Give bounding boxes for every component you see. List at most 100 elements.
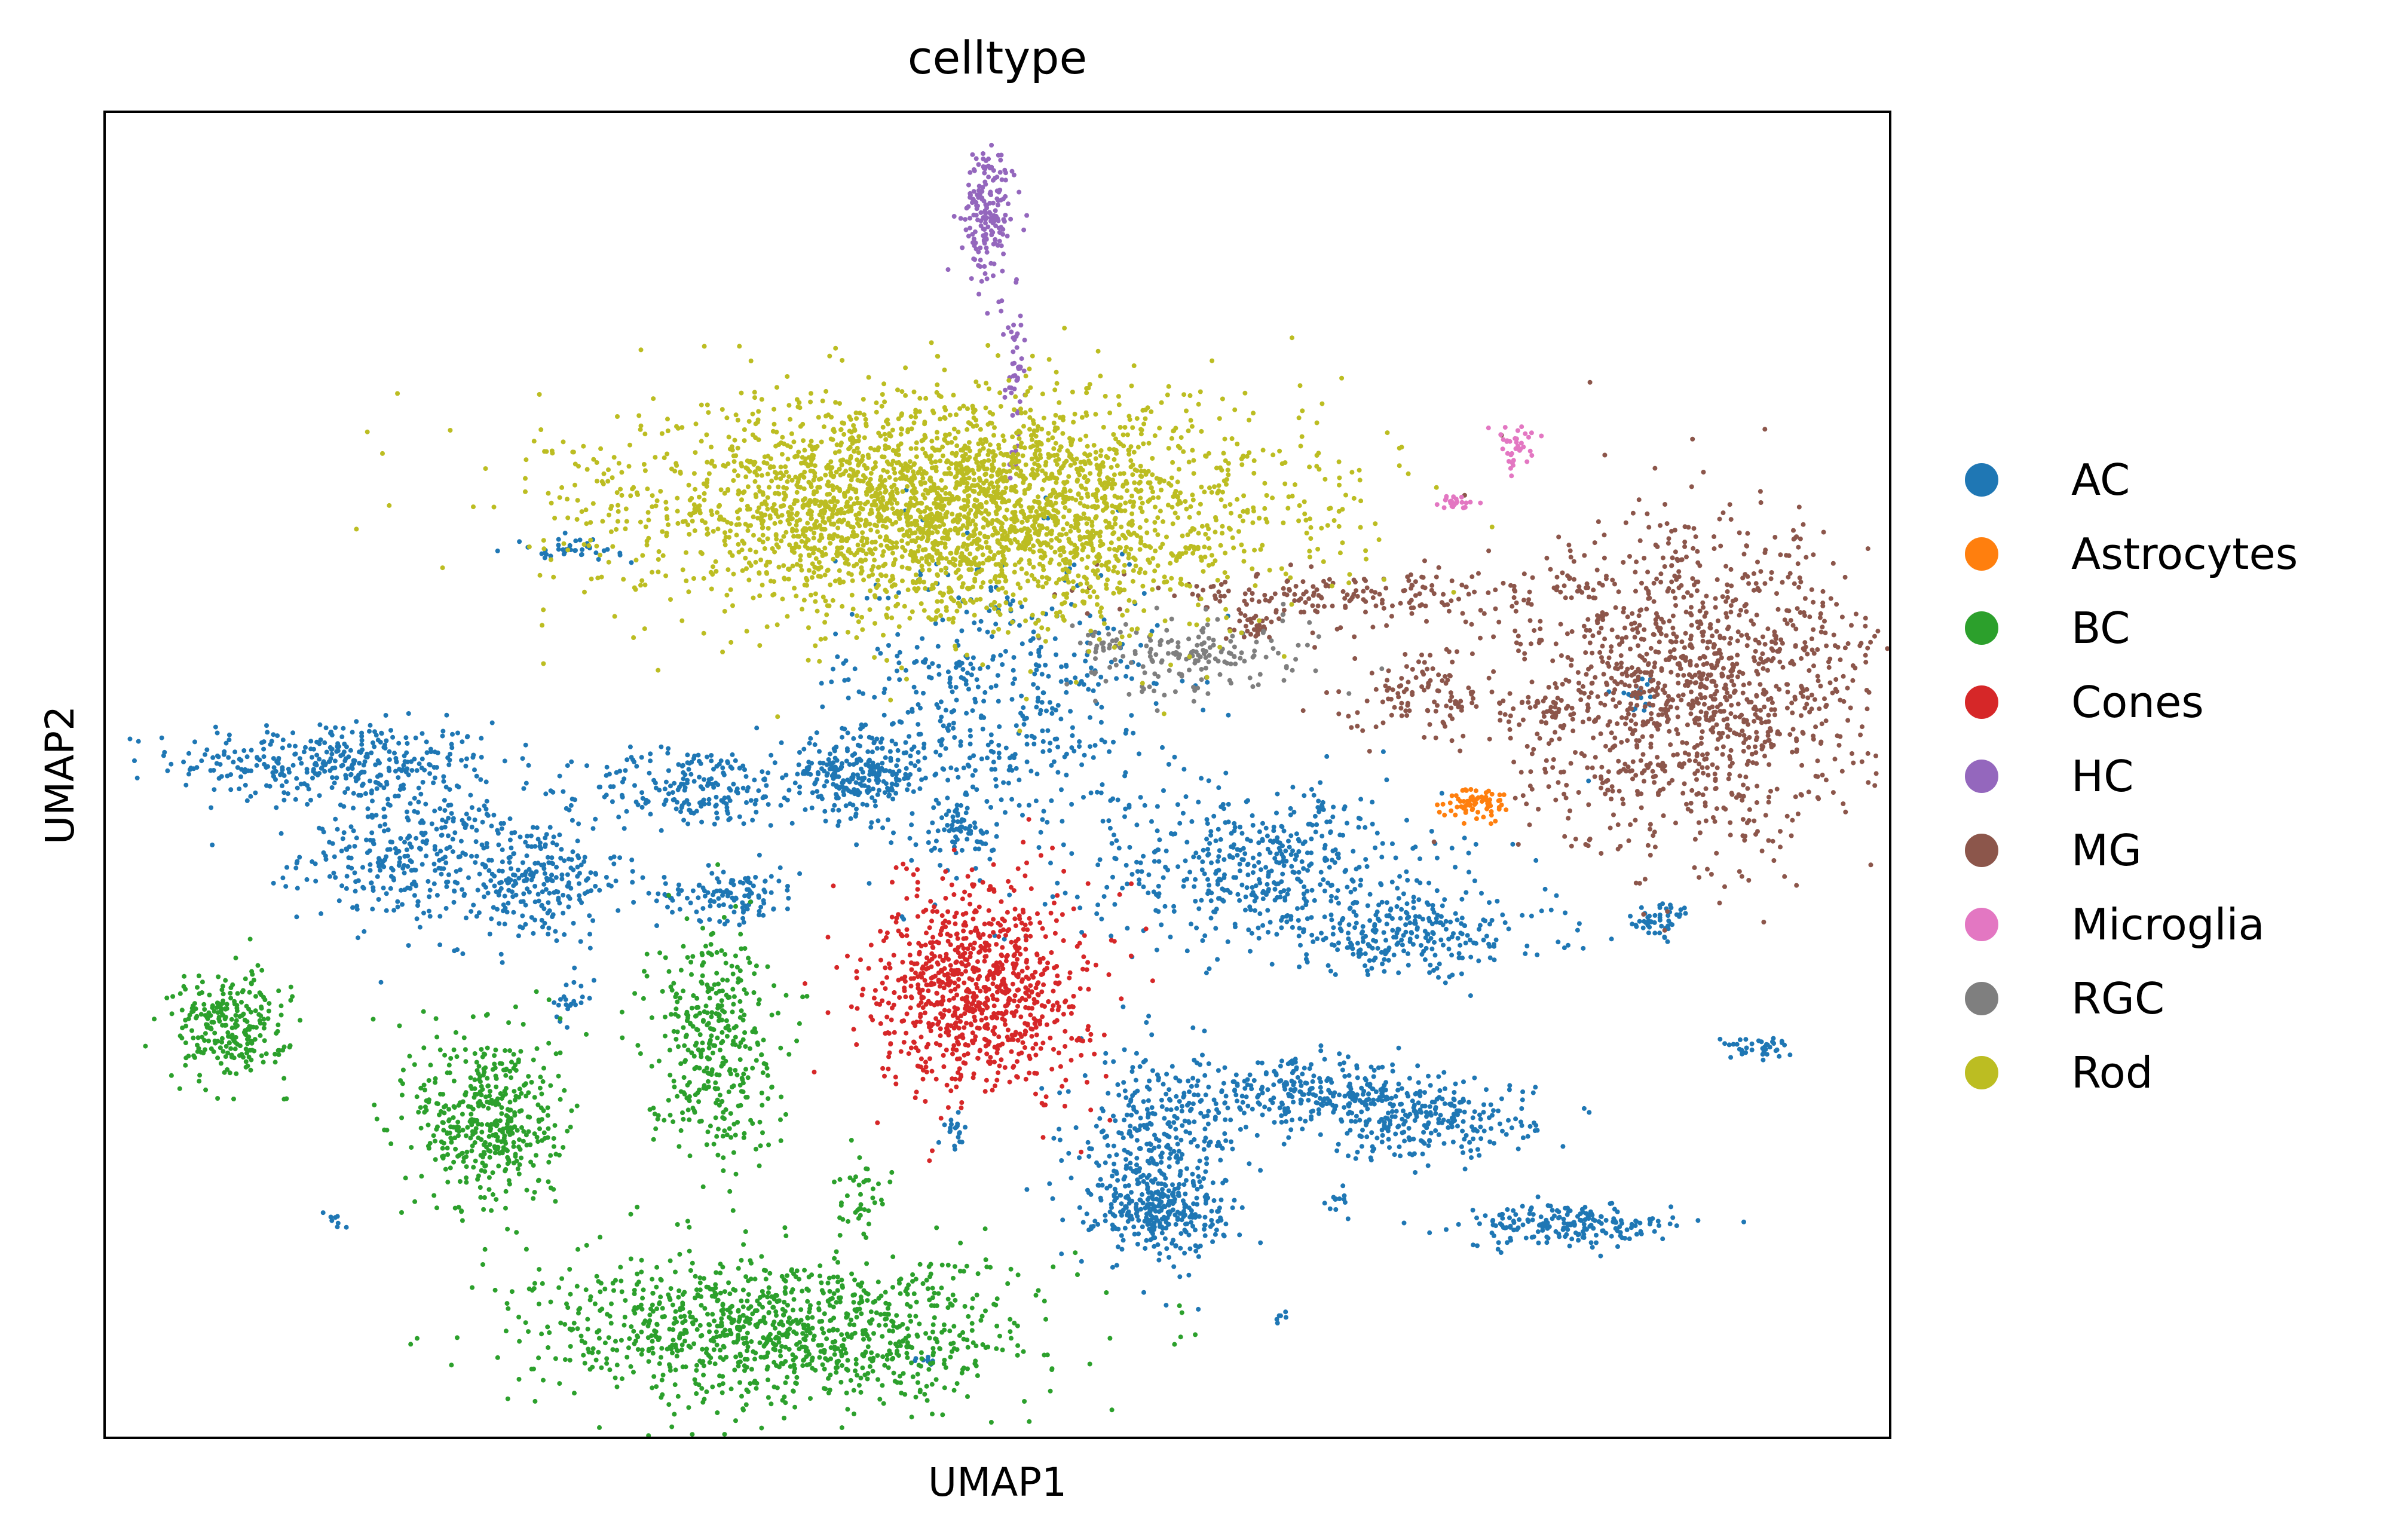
point-bc: [481, 1207, 486, 1212]
point-bc: [194, 1014, 200, 1019]
point-ac: [542, 555, 547, 561]
point-ac: [1129, 1134, 1134, 1139]
point-ac: [1355, 941, 1360, 946]
point-ac: [1409, 930, 1414, 935]
point-ac: [1215, 878, 1220, 884]
point-ac: [1146, 1195, 1152, 1201]
point-ac: [564, 806, 569, 811]
point-ac: [1144, 1020, 1149, 1025]
point-ac: [895, 653, 900, 659]
point-ac: [1411, 905, 1416, 911]
point-ac: [1149, 1105, 1155, 1110]
point-ac: [1281, 828, 1287, 834]
point-ac: [1438, 914, 1444, 919]
point-ac: [880, 825, 886, 831]
point-ac: [1201, 1176, 1207, 1181]
point-ac: [761, 901, 767, 906]
point-ac: [1328, 913, 1334, 917]
point-ac: [221, 752, 226, 757]
series-bc: [143, 862, 1198, 1438]
point-ac: [486, 868, 492, 873]
point-ac: [872, 765, 878, 770]
point-ac: [350, 905, 356, 910]
point-ac: [416, 785, 421, 791]
point-ac: [274, 759, 280, 764]
point-bc: [183, 1055, 189, 1061]
point-ac: [446, 833, 451, 838]
point-ac: [432, 775, 437, 780]
point-ac: [1302, 884, 1307, 889]
point-ac: [951, 721, 956, 725]
point-ac: [818, 760, 823, 766]
point-ac: [1428, 1131, 1434, 1136]
point-ac: [916, 750, 921, 755]
point-ac: [964, 711, 969, 716]
point-ac: [1324, 754, 1330, 759]
point-ac: [333, 725, 338, 730]
point-ac: [634, 764, 639, 769]
point-ac: [1297, 965, 1302, 969]
point-ac: [1262, 1104, 1267, 1110]
point-ac: [372, 744, 377, 749]
point-ac: [662, 875, 667, 880]
point-ac: [308, 797, 313, 803]
point-ac: [340, 836, 345, 841]
point-ac: [697, 883, 702, 887]
point-ac: [1164, 1246, 1169, 1251]
point-ac: [938, 718, 943, 724]
point-bc: [207, 993, 212, 997]
point-ac: [1455, 1112, 1460, 1118]
point-bc: [518, 1049, 523, 1054]
point-ac: [1407, 1136, 1412, 1141]
point-ac: [443, 785, 449, 790]
point-ac: [1683, 911, 1688, 916]
point-ac: [427, 894, 432, 899]
point-ac: [656, 891, 661, 896]
point-bc: [288, 984, 293, 990]
point-ac: [1152, 859, 1157, 864]
point-ac: [722, 795, 727, 801]
point-ac: [1446, 936, 1452, 942]
point-bc: [445, 1152, 451, 1157]
point-ac: [1346, 1153, 1351, 1159]
point-ac: [978, 715, 984, 720]
point-ac: [1059, 1158, 1064, 1163]
point-ac: [1128, 1213, 1134, 1218]
point-ac: [524, 853, 529, 859]
point-ac: [644, 798, 649, 803]
point-ac: [1401, 891, 1406, 896]
point-ac: [1114, 1263, 1119, 1268]
point-ac: [1459, 916, 1465, 921]
point-ac: [714, 810, 720, 816]
point-ac: [754, 798, 759, 803]
point-ac: [1366, 972, 1370, 977]
point-ac: [740, 910, 746, 915]
point-ac: [577, 537, 583, 543]
point-ac: [192, 739, 197, 745]
point-ac: [1290, 1118, 1295, 1123]
point-ac: [1116, 846, 1122, 851]
point-ac: [1473, 841, 1478, 847]
point-ac: [1190, 1171, 1195, 1177]
point-ac: [1057, 1137, 1063, 1143]
point-ac: [717, 919, 722, 924]
point-ac: [1204, 1192, 1209, 1198]
point-ac: [342, 742, 347, 746]
point-ac: [1263, 1070, 1269, 1075]
point-ac: [440, 728, 446, 734]
point-ac: [1576, 1238, 1581, 1243]
point-ac: [917, 786, 923, 791]
point-ac: [1155, 804, 1160, 809]
point-ac: [859, 722, 864, 727]
point-bc: [443, 1103, 448, 1109]
point-ac: [1548, 907, 1554, 913]
point-ac: [518, 834, 523, 840]
point-ac: [1098, 1198, 1104, 1203]
point-ac: [588, 870, 593, 875]
point-ac: [1355, 1149, 1360, 1155]
point-ac: [766, 802, 771, 807]
point-ac: [1173, 1126, 1178, 1132]
point-ac: [1379, 950, 1384, 955]
point-ac: [1297, 1116, 1303, 1122]
point-ac: [851, 736, 856, 741]
